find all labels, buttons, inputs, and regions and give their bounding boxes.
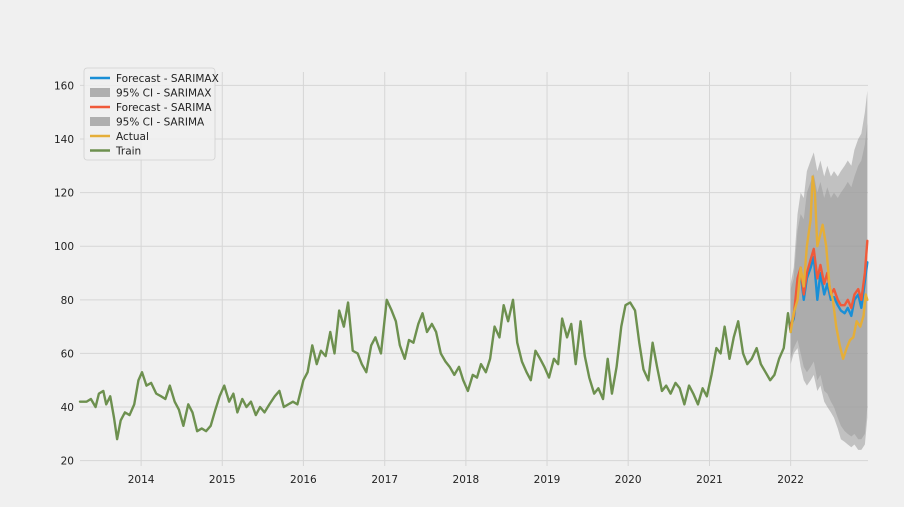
series-lines bbox=[78, 175, 869, 441]
legend-label: Forecast - SARIMAX bbox=[116, 73, 219, 85]
x-tick-label: 2017 bbox=[371, 474, 398, 486]
y-tick-label: 20 bbox=[61, 456, 74, 468]
actual-line bbox=[789, 175, 869, 360]
x-tick-label: 2020 bbox=[615, 474, 642, 486]
y-tick-label: 40 bbox=[61, 402, 74, 414]
y-tick-label: 140 bbox=[54, 134, 74, 146]
x-axis-ticks: 2014 2015 2016 2017 2018 2019 2020 2021 2022 bbox=[128, 474, 804, 486]
y-tick-label: 120 bbox=[54, 188, 74, 200]
x-tick-label: 2014 bbox=[128, 474, 155, 486]
legend-swatch-patch bbox=[90, 117, 110, 126]
x-tick-label: 2016 bbox=[290, 474, 317, 486]
train-line bbox=[78, 298, 792, 441]
legend-label: 95% CI - SARIMAX bbox=[116, 88, 211, 100]
y-tick-label: 100 bbox=[54, 241, 74, 253]
y-axis-ticks: 20 40 60 80 100 120 140 160 bbox=[54, 80, 74, 467]
legend-box bbox=[83, 67, 216, 161]
x-tick-label: 2019 bbox=[534, 474, 561, 486]
legend-swatch-patch bbox=[90, 88, 110, 97]
legend-label: Forecast - SARIMA bbox=[116, 102, 212, 114]
y-tick-label: 80 bbox=[61, 295, 74, 307]
legend: Forecast - SARIMAX 95% CI - SARIMAX Foreca… bbox=[83, 67, 219, 161]
legend-label: Train bbox=[115, 146, 141, 158]
legend-label: Actual bbox=[116, 131, 149, 143]
x-tick-label: 2021 bbox=[696, 474, 723, 486]
legend-label: 95% CI - SARIMA bbox=[116, 117, 205, 129]
x-tick-label: 2018 bbox=[453, 474, 480, 486]
y-tick-label: 160 bbox=[54, 80, 74, 92]
y-tick-label: 60 bbox=[61, 348, 74, 360]
x-tick-label: 2022 bbox=[777, 474, 804, 486]
x-tick-label: 2015 bbox=[209, 474, 236, 486]
